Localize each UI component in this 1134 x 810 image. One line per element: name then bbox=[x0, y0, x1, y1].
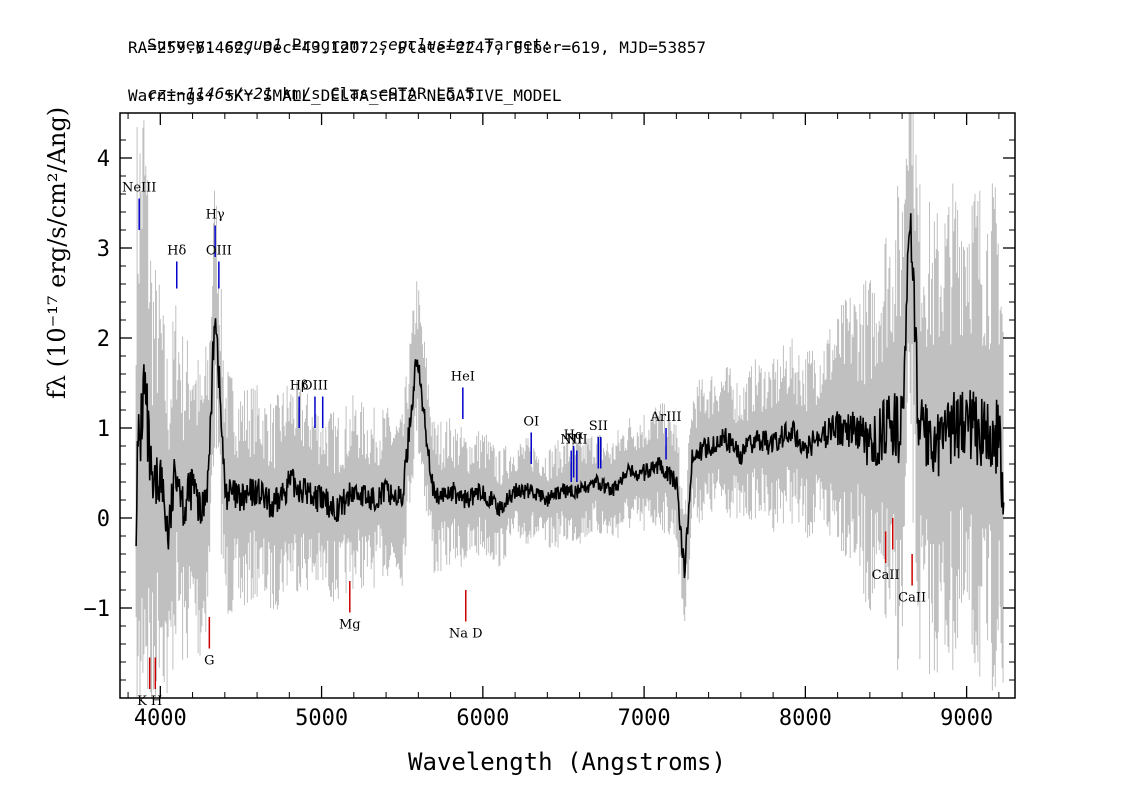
spectrum-layer bbox=[135, 213, 1005, 579]
header-line-3: cz=−1146+/−21 km/s Class=STAR L5.5 bbox=[128, 61, 475, 105]
target-label: Target: bbox=[474, 35, 552, 54]
x-tick-label: 8000 bbox=[779, 706, 832, 731]
class-text: km/s Class=STAR L5.5 bbox=[272, 84, 475, 103]
absorption-line-label: CaII bbox=[872, 568, 900, 583]
y-tick-label: 2 bbox=[97, 327, 110, 352]
survey-label: Survey: bbox=[147, 35, 225, 54]
emission-line-label: NeIII bbox=[122, 181, 156, 196]
cz-value: −1146+/−21 bbox=[176, 84, 273, 103]
absorption-line-label: G bbox=[204, 654, 214, 669]
emission-line-label: NII bbox=[560, 433, 582, 448]
emission-line-label: Hα bbox=[564, 428, 584, 443]
y-tick-label: 3 bbox=[97, 237, 110, 262]
line-marker-layer: NeIIIHδHγOIIIHβOIIIHeIOINIIHαNIISIIArIII… bbox=[122, 181, 926, 710]
noise-band-layer bbox=[135, 113, 1004, 698]
emission-line-label: NII bbox=[566, 433, 588, 448]
x-tick-label: 5000 bbox=[295, 706, 348, 731]
y-tick-label: 1 bbox=[97, 417, 110, 442]
spectrum-line bbox=[135, 213, 1005, 579]
y-tick-label: 4 bbox=[97, 147, 110, 172]
x-tick-label: 4000 bbox=[134, 706, 187, 731]
x-tick-label: 6000 bbox=[456, 706, 509, 731]
absorption-line-label: Mg bbox=[339, 618, 361, 633]
x-tick-label: 7000 bbox=[618, 706, 671, 731]
x-tick-label: 9000 bbox=[940, 706, 993, 731]
emission-line-label: OIII bbox=[206, 244, 232, 259]
program-label: Program: bbox=[282, 35, 379, 54]
cz-label: cz= bbox=[147, 84, 177, 103]
x-axis-label: Wavelength (Angstroms) bbox=[408, 748, 726, 776]
plot-frame bbox=[119, 112, 1016, 699]
emission-line-label: Hγ bbox=[206, 208, 225, 223]
survey-value: segue1 bbox=[224, 35, 283, 54]
header-line-1: Survey: segue1 Program: segcluster Targe… bbox=[128, 12, 552, 56]
absorption-line-label: CaII bbox=[898, 591, 926, 606]
header-line-4: Warnings: SKY SMALL_DELTA_CHI2 NEGATIVE_… bbox=[128, 86, 562, 105]
emission-line-label: Hβ bbox=[290, 379, 309, 394]
absorption-line-label: Na D bbox=[449, 627, 483, 642]
header-line-2: RA=259.61462, Dec=43.12072, Plate=2247, … bbox=[128, 38, 706, 57]
emission-line-label: SII bbox=[589, 419, 608, 434]
noise-band bbox=[135, 113, 1004, 698]
y-tick-label: −1 bbox=[84, 597, 111, 622]
y-tick-label: 0 bbox=[97, 507, 110, 532]
emission-line-label: ArIII bbox=[650, 410, 682, 425]
emission-line-label: OI bbox=[523, 415, 539, 430]
emission-line-label: Hδ bbox=[167, 244, 186, 259]
emission-line-label: OIII bbox=[302, 379, 328, 394]
emission-line-label: HeI bbox=[451, 370, 475, 385]
y-axis-label: fλ (10⁻¹⁷ erg/s/cm²/Ang) bbox=[43, 106, 71, 399]
program-value: segcluster bbox=[378, 35, 475, 54]
tick-layer: 4000 5000 6000 7000 8000 9000 −1 0 1 2 3 4 bbox=[84, 113, 1015, 731]
